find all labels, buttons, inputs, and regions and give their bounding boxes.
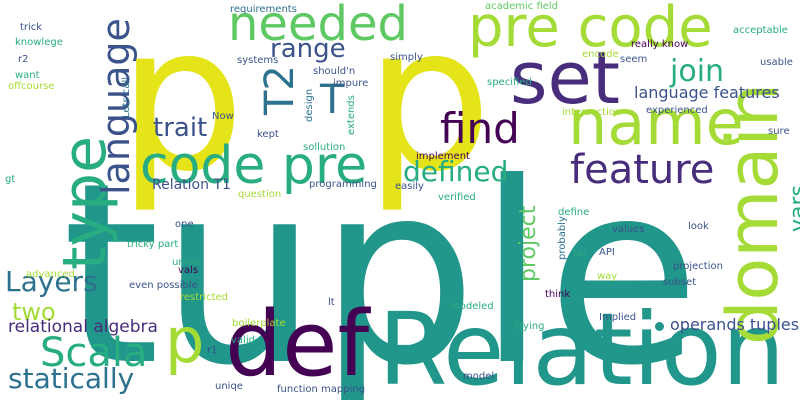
word-question: question bbox=[238, 189, 282, 200]
word-needed: needed bbox=[228, 0, 408, 52]
word-even-possible: even possible bbox=[129, 280, 198, 291]
word-project: project bbox=[516, 205, 541, 282]
word-probably: probably bbox=[557, 216, 568, 260]
word-layers: Layers bbox=[5, 265, 98, 298]
word-specified: specified bbox=[487, 77, 532, 88]
word-intersection: intersection bbox=[562, 107, 622, 118]
word-two: two bbox=[12, 298, 56, 326]
word-language-features: language features bbox=[634, 83, 780, 102]
word-p-right: p bbox=[365, 0, 492, 216]
word-shouldn: should'n bbox=[313, 66, 356, 77]
word-function-mapping: function mapping bbox=[277, 384, 366, 395]
word-t: T bbox=[320, 77, 345, 123]
word-implement: implement bbox=[416, 151, 470, 162]
word-set: set bbox=[510, 36, 621, 120]
word-def: def bbox=[225, 292, 370, 397]
word-relation: Relation bbox=[378, 291, 786, 400]
word-operands-tuples: operands tuples bbox=[670, 315, 800, 334]
word-lets-call: Lets call bbox=[121, 76, 132, 118]
word-verified: verified bbox=[438, 192, 476, 203]
word-far: far bbox=[573, 248, 587, 259]
word-code-pre: code pre bbox=[140, 136, 368, 196]
word-join: join bbox=[670, 54, 725, 89]
word-academic-field: academic field bbox=[485, 1, 559, 12]
word-programming: programming bbox=[309, 179, 377, 190]
word-simply: simply bbox=[390, 52, 423, 63]
word-implied: Implied bbox=[599, 312, 637, 323]
word-tuple: tuple bbox=[62, 129, 701, 400]
word-encode: encode bbox=[582, 49, 619, 60]
word-knowlege: knowlege bbox=[15, 37, 63, 48]
word-really-know: really know bbox=[631, 39, 689, 50]
word-statically: statically bbox=[8, 362, 135, 395]
word-gt: gt bbox=[5, 174, 16, 185]
word-find: find bbox=[440, 104, 520, 153]
word-vars: vars bbox=[786, 184, 800, 232]
word-offcourse: offcourse bbox=[8, 81, 55, 92]
word-one: one bbox=[175, 219, 194, 230]
word-impure: impure bbox=[333, 78, 369, 89]
word-t2: T2 bbox=[257, 65, 303, 115]
word-api: API bbox=[599, 247, 615, 258]
word-systems: systems bbox=[237, 55, 279, 66]
word-requirements: requirements bbox=[230, 4, 297, 15]
word-vals: vals bbox=[178, 265, 199, 276]
word-way: way bbox=[597, 271, 618, 282]
bullet-dot bbox=[655, 322, 664, 331]
word-r2: r2 bbox=[18, 54, 29, 65]
word-p-left: p bbox=[118, 0, 245, 216]
word-defined: defined bbox=[403, 155, 509, 188]
word-feature: feature bbox=[570, 147, 715, 193]
word-sure: sure bbox=[768, 126, 790, 137]
word-look: look bbox=[688, 221, 709, 232]
word-boilerplate: boilerplate bbox=[232, 318, 286, 329]
word-trait: trait bbox=[153, 113, 208, 143]
word-scala: Scala bbox=[40, 330, 148, 376]
word-uniqe: uniqe bbox=[215, 381, 243, 392]
word-range: range bbox=[270, 34, 346, 64]
word-name: name bbox=[568, 86, 744, 159]
word-modeled: modeled bbox=[450, 301, 494, 312]
word-advanced: advanced bbox=[26, 269, 75, 280]
word-r1: r1 bbox=[207, 345, 218, 356]
word-easily: easily bbox=[395, 181, 424, 192]
word-usable: usable bbox=[760, 57, 793, 68]
word-tricky-part: tricky part bbox=[127, 239, 179, 250]
word-trick: trick bbox=[20, 22, 43, 33]
word-pre-code: pre code bbox=[468, 0, 713, 60]
word-kept: kept bbox=[257, 129, 279, 140]
word-think: think bbox=[545, 289, 571, 300]
word-lt: lt bbox=[328, 297, 335, 308]
word-define: define bbox=[558, 207, 590, 218]
word-p-small: p bbox=[165, 304, 205, 377]
word-design: design bbox=[304, 88, 315, 122]
word-values: values bbox=[612, 224, 645, 235]
word-sollution: sollution bbox=[303, 142, 346, 153]
word-seem: seem bbox=[620, 54, 648, 65]
word-relational-algebra: relational algebra bbox=[8, 317, 158, 337]
word-relation-t1: Relation T1 bbox=[152, 177, 231, 193]
word-model: model bbox=[463, 371, 495, 382]
word-experienced: experienced bbox=[646, 105, 708, 116]
word-want: want bbox=[15, 70, 40, 81]
word-extends: extends bbox=[346, 95, 357, 135]
word-trying: trying bbox=[515, 321, 545, 332]
word-union: union bbox=[172, 257, 200, 268]
word-valid: valid bbox=[231, 335, 255, 346]
word-subset: subset bbox=[663, 277, 697, 288]
word-acceptable: acceptable bbox=[733, 25, 788, 36]
word-projection: projection bbox=[673, 261, 723, 272]
word-now: Now bbox=[212, 111, 234, 122]
word-restricted: restricted bbox=[180, 292, 228, 303]
